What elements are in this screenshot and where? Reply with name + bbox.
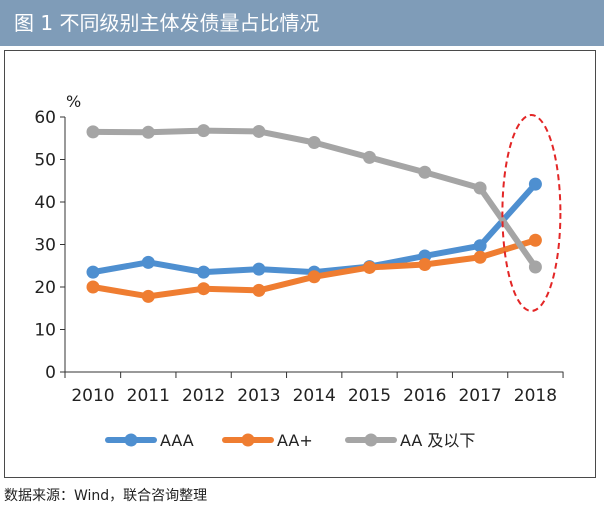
y-tick-label: 30 — [34, 236, 56, 256]
x-tick-label: 2018 — [514, 386, 557, 406]
y-tick-label: 10 — [34, 321, 56, 341]
y-axis: % 0 10 20 30 40 50 60 — [34, 92, 81, 383]
data-point — [528, 177, 542, 191]
data-point — [528, 260, 542, 274]
data-point — [473, 239, 487, 253]
x-axis: 2010 2011 2012 2013 2014 2015 2016 2017 2018 — [64, 371, 564, 406]
x-tick-label: 2015 — [348, 386, 391, 406]
data-point — [307, 136, 321, 149]
x-tick-label: 2012 — [182, 386, 225, 406]
highlight-ellipse — [501, 114, 562, 312]
x-tick-label: 2010 — [71, 386, 114, 406]
legend-swatch-marker — [241, 433, 255, 447]
chart-frame — [4, 50, 596, 478]
data-point — [197, 282, 211, 296]
data-point — [418, 257, 432, 271]
data-point — [363, 260, 376, 274]
legend-swatch-marker — [364, 433, 378, 447]
chart-annotations — [501, 114, 562, 312]
y-tick-label: 20 — [34, 278, 56, 298]
data-point — [307, 270, 321, 284]
data-point — [252, 262, 266, 276]
data-point — [141, 289, 155, 303]
y-tick-label: 0 — [45, 363, 56, 383]
legend-label: AA 及以下 — [400, 431, 475, 450]
y-tick-label: 50 — [34, 151, 56, 171]
x-tick-label: 2013 — [237, 386, 280, 406]
x-tick-label: 2017 — [458, 386, 501, 406]
data-point — [252, 283, 266, 297]
x-tick-label: 2016 — [403, 386, 446, 406]
x-tick-label: 2014 — [293, 386, 336, 406]
x-tick-label: 2011 — [127, 386, 170, 406]
data-point — [86, 125, 100, 139]
legend-label: AAA — [160, 431, 194, 450]
data-point — [252, 124, 266, 138]
figure-header: 图 1 不同级别主体发债量占比情况 — [0, 0, 604, 46]
y-tick-label: 40 — [34, 193, 56, 213]
data-point — [141, 125, 155, 139]
data-source-note: 数据来源：Wind，联合咨询整理 — [4, 488, 208, 504]
y-tick-label: 60 — [34, 108, 56, 128]
data-point — [86, 265, 100, 279]
data-point — [141, 255, 155, 269]
chart-series — [86, 124, 542, 303]
legend-swatch-marker — [124, 433, 138, 447]
figure-title: 图 1 不同级别主体发债量占比情况 — [14, 11, 320, 35]
chart-legend: AAA AA+ AA 及以下 — [105, 431, 475, 450]
data-point — [363, 150, 376, 164]
data-point — [473, 181, 487, 195]
data-point — [418, 165, 432, 179]
data-point — [473, 250, 487, 264]
legend-label: AA+ — [277, 431, 313, 450]
data-point — [197, 124, 211, 138]
y-axis-unit: % — [66, 92, 81, 111]
data-point — [528, 233, 542, 247]
data-point — [86, 280, 100, 294]
data-point — [197, 265, 211, 279]
